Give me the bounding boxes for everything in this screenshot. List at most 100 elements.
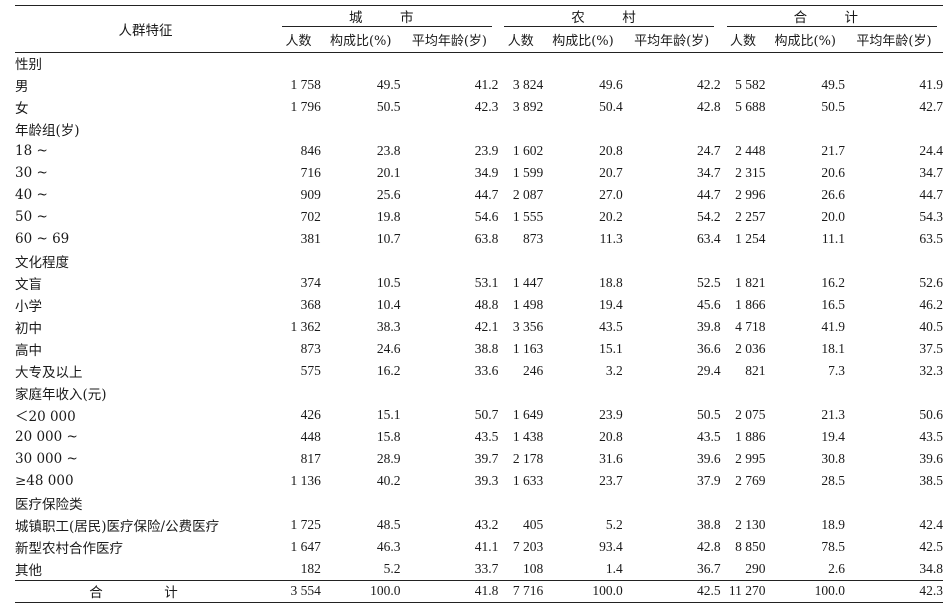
table-row: 男 1 758 49.5 41.2 3 824 49.6 42.2 5 582 49.5 41.9 <box>15 74 943 96</box>
cell-city-count: 1 647 <box>290 539 321 554</box>
cell-total-percent: 20.0 <box>821 209 846 224</box>
cell-city-count: 182 <box>300 560 321 576</box>
cell-city-mean-age: 48.8 <box>474 297 499 312</box>
cell-total-count: 2 995 <box>735 451 766 466</box>
subheader-percent: 构成比(%) <box>552 34 614 49</box>
cell-total-count: 290 <box>745 560 766 576</box>
cell-city-count: 909 <box>300 187 321 202</box>
table-row: 30 000 ~ 817 28.9 39.7 2 178 31.6 39.6 2 995 30.… <box>15 448 943 470</box>
cell-city-percent: 38.3 <box>376 319 401 334</box>
cell-rural-count: 7 716 <box>512 583 544 598</box>
row-label: 初中 <box>15 321 42 337</box>
cell-rural-mean-age: 43.5 <box>697 429 721 444</box>
cell-city-count: 381 <box>300 231 321 246</box>
cell-rural-mean-age: 42.8 <box>697 99 721 114</box>
section-header-row: 医疗保险类 <box>15 492 943 514</box>
cell-city-percent: 49.5 <box>376 77 401 92</box>
table-row: 高中 873 24.6 38.8 1 163 15.1 36.6 2 036 18.1 37.5 <box>15 338 943 360</box>
table-row: 40 ~ 909 25.6 44.7 2 087 27.0 44.7 2 996 26.6 44.… <box>15 184 943 206</box>
cell-total-percent: 78.5 <box>821 539 846 554</box>
cell-city-mean-age: 42.1 <box>474 319 499 334</box>
cell-rural-count: 246 <box>522 363 544 378</box>
cell-rural-count: 108 <box>522 560 544 576</box>
cell-city-percent: 16.2 <box>376 363 401 378</box>
cell-total-percent: 19.4 <box>821 429 846 444</box>
cell-rural-count: 7 203 <box>512 539 544 554</box>
cell-rural-count: 3 356 <box>512 319 544 334</box>
cell-rural-mean-age: 29.4 <box>697 363 721 378</box>
cell-rural-percent: 49.6 <box>599 77 623 92</box>
cell-city-mean-age: 53.1 <box>474 275 499 290</box>
table-row: 60 ~ 69 381 10.7 63.8 873 11.3 63.4 1 254 11.1 63… <box>15 228 943 250</box>
cell-total-percent: 16.2 <box>821 275 846 290</box>
cell-total-count: 2 315 <box>735 165 766 180</box>
cell-total-count: 5 582 <box>735 77 766 92</box>
cell-city-mean-age: 38.8 <box>474 341 499 356</box>
cell-rural-percent: 27.0 <box>599 187 623 202</box>
cell-total-percent: 21.3 <box>821 407 846 422</box>
cell-city-mean-age: 43.5 <box>474 429 499 444</box>
table-row: ＜20 000 426 15.1 50.7 1 649 23.9 50.5 2 075 21.3… <box>15 404 943 426</box>
cell-rural-mean-age: 24.7 <box>697 143 721 158</box>
header-row-subcolumns: 人数 构成比(%) 平均年龄(岁) 人数 构成比(%) 平均年龄(岁) 人数 构… <box>15 28 943 52</box>
cell-city-percent: 23.8 <box>376 143 401 158</box>
cell-city-count: 1 796 <box>290 99 321 114</box>
row-label: 城镇职工(居民)医疗保险/公费医疗 <box>15 519 220 535</box>
population-characteristics-table: 人群特征 城 市 农 村 合 计 人数 构成比(%) 平均年龄(岁) 人数 构成… <box>15 5 943 603</box>
cell-total-mean-age: 39.6 <box>919 451 943 466</box>
cell-city-percent: 28.9 <box>376 451 401 466</box>
row-label: 合 计 <box>89 585 202 601</box>
cell-rural-mean-age: 63.4 <box>697 231 721 246</box>
row-label: ≥48 000 <box>15 473 74 489</box>
cell-total-percent: 18.9 <box>821 517 846 532</box>
cell-city-count: 575 <box>300 363 321 378</box>
cell-city-percent: 10.4 <box>376 297 401 312</box>
cell-city-count: 3 554 <box>290 583 321 598</box>
cell-total-count: 2 996 <box>735 187 766 202</box>
cell-rural-mean-age: 44.7 <box>697 187 721 202</box>
row-label: 大专及以上 <box>15 365 83 381</box>
cell-city-percent: 46.3 <box>376 539 401 554</box>
cell-city-mean-age: 41.2 <box>474 77 499 92</box>
group-header-city: 城 市 <box>276 6 498 28</box>
cell-total-percent: 2.6 <box>828 560 846 576</box>
cell-rural-percent: 1.4 <box>605 560 623 576</box>
cell-rural-percent: 19.4 <box>599 297 623 312</box>
header-row-groups: 人群特征 城 市 农 村 合 计 <box>15 5 943 39</box>
cell-city-count: 1 362 <box>290 319 321 334</box>
cell-rural-count: 873 <box>522 231 544 246</box>
row-label: 18 ~ <box>15 143 48 159</box>
header-corner: 人群特征 <box>118 22 173 39</box>
cell-city-mean-age: 54.6 <box>474 209 499 224</box>
cell-total-count: 1 886 <box>735 429 766 444</box>
cell-rural-count: 1 649 <box>512 407 544 422</box>
cell-city-mean-age: 39.7 <box>474 451 499 466</box>
table-row: 大专及以上 575 16.2 33.6 246 3.2 29.4 821 7.3 32.3 <box>15 360 943 382</box>
cell-city-percent: 48.5 <box>376 517 401 532</box>
cell-city-count: 374 <box>300 275 321 290</box>
cell-rural-mean-age: 36.6 <box>697 341 721 356</box>
cell-rural-percent: 20.7 <box>599 165 623 180</box>
cell-rural-mean-age: 52.5 <box>697 275 721 290</box>
cell-total-mean-age: 32.3 <box>919 363 943 378</box>
table-row: 30 ~ 716 20.1 34.9 1 599 20.7 34.7 2 315 20.6 34.… <box>15 162 943 184</box>
row-label: ＜20 000 <box>15 409 76 425</box>
cell-city-percent: 100.0 <box>370 583 401 598</box>
section-label: 家庭年收入(元) <box>15 387 107 403</box>
cell-total-mean-age: 38.5 <box>919 473 943 488</box>
subheader-mean-age: 平均年龄(岁) <box>411 34 487 49</box>
cell-city-percent: 15.8 <box>376 429 401 444</box>
cell-rural-mean-age: 42.2 <box>697 77 721 92</box>
cell-rural-count: 1 447 <box>512 275 544 290</box>
row-label: 文盲 <box>15 277 42 293</box>
table-body: 性别男 1 758 49.5 41.2 3 824 49.6 42.2 5 582 49.5 41… <box>15 52 943 602</box>
cell-rural-percent: 50.4 <box>599 99 623 114</box>
cell-rural-mean-age: 39.6 <box>697 451 721 466</box>
row-label: 其他 <box>15 562 42 579</box>
cell-city-mean-age: 33.7 <box>474 560 499 576</box>
cell-city-mean-age: 39.3 <box>474 473 499 488</box>
cell-city-mean-age: 63.8 <box>474 231 499 246</box>
section-label: 年龄组(岁) <box>15 123 80 139</box>
cell-total-count: 1 821 <box>735 275 766 290</box>
cell-total-percent: 100.0 <box>814 583 846 598</box>
